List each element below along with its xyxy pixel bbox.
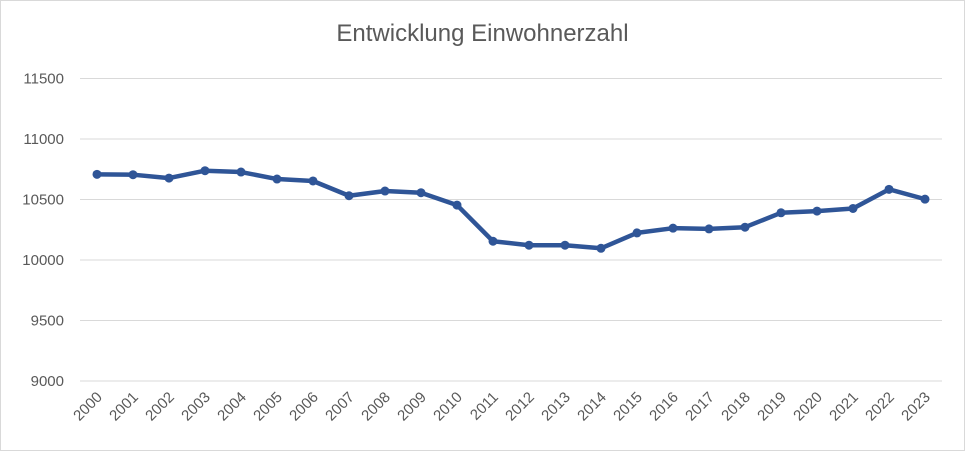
data-point — [560, 240, 570, 250]
x-tick-label: 2000 — [70, 389, 106, 425]
x-tick-label: 2003 — [178, 389, 214, 425]
x-tick-label: 2010 — [430, 389, 466, 425]
y-tick-label: 11500 — [23, 71, 64, 88]
data-point — [272, 174, 282, 184]
data-point — [236, 167, 246, 177]
x-tick-label: 2017 — [682, 389, 718, 425]
x-tick-label: 2011 — [467, 389, 502, 424]
series-line — [94, 168, 928, 251]
y-tick-label: 11000 — [23, 131, 64, 148]
x-tick-label: 2023 — [898, 389, 934, 425]
data-point — [380, 186, 390, 196]
x-tick-label: 2008 — [358, 389, 394, 425]
x-tick-label: 2005 — [250, 389, 286, 425]
x-tick-label: 2002 — [142, 389, 178, 425]
data-point — [452, 200, 462, 210]
data-point — [632, 228, 642, 238]
x-tick-label: 2009 — [394, 389, 430, 425]
data-point — [344, 191, 354, 201]
data-point — [488, 236, 498, 246]
data-point — [164, 173, 174, 183]
y-tick-label: 10000 — [22, 252, 64, 269]
x-tick-label: 2006 — [286, 389, 322, 425]
data-point — [740, 222, 750, 232]
x-tick-label: 2020 — [790, 389, 826, 425]
data-point — [884, 184, 894, 194]
x-tick-label: 2001 — [106, 389, 142, 425]
data-point — [596, 243, 606, 253]
data-point — [812, 206, 822, 216]
data-point — [704, 224, 714, 234]
x-tick-label: 2018 — [718, 389, 754, 425]
data-point — [416, 188, 426, 198]
data-point — [128, 170, 138, 180]
y-tick-label: 9500 — [31, 313, 64, 330]
chart-title: Entwicklung Einwohnerzahl — [336, 20, 629, 47]
x-tick-label: 2007 — [322, 389, 358, 425]
x-tick-label: 2019 — [754, 389, 790, 425]
x-tick-label: 2021 — [826, 389, 862, 425]
data-point — [92, 169, 102, 179]
data-point — [920, 194, 930, 204]
data-point — [308, 176, 318, 186]
x-tick-label: 2022 — [862, 389, 898, 425]
data-point — [668, 223, 678, 233]
y-tick-label: 10500 — [22, 192, 64, 209]
x-tick-label: 2004 — [214, 389, 250, 425]
y-tick-label: 9000 — [31, 373, 64, 390]
data-point — [200, 166, 210, 176]
x-tick-label: 2013 — [538, 389, 574, 425]
x-tick-label: 2014 — [574, 389, 610, 425]
data-point — [776, 208, 786, 218]
data-point — [848, 203, 858, 213]
x-tick-label: 2015 — [610, 389, 646, 425]
data-point — [524, 240, 534, 250]
x-tick-label: 2016 — [646, 389, 682, 425]
x-tick-label: 2012 — [502, 389, 538, 425]
